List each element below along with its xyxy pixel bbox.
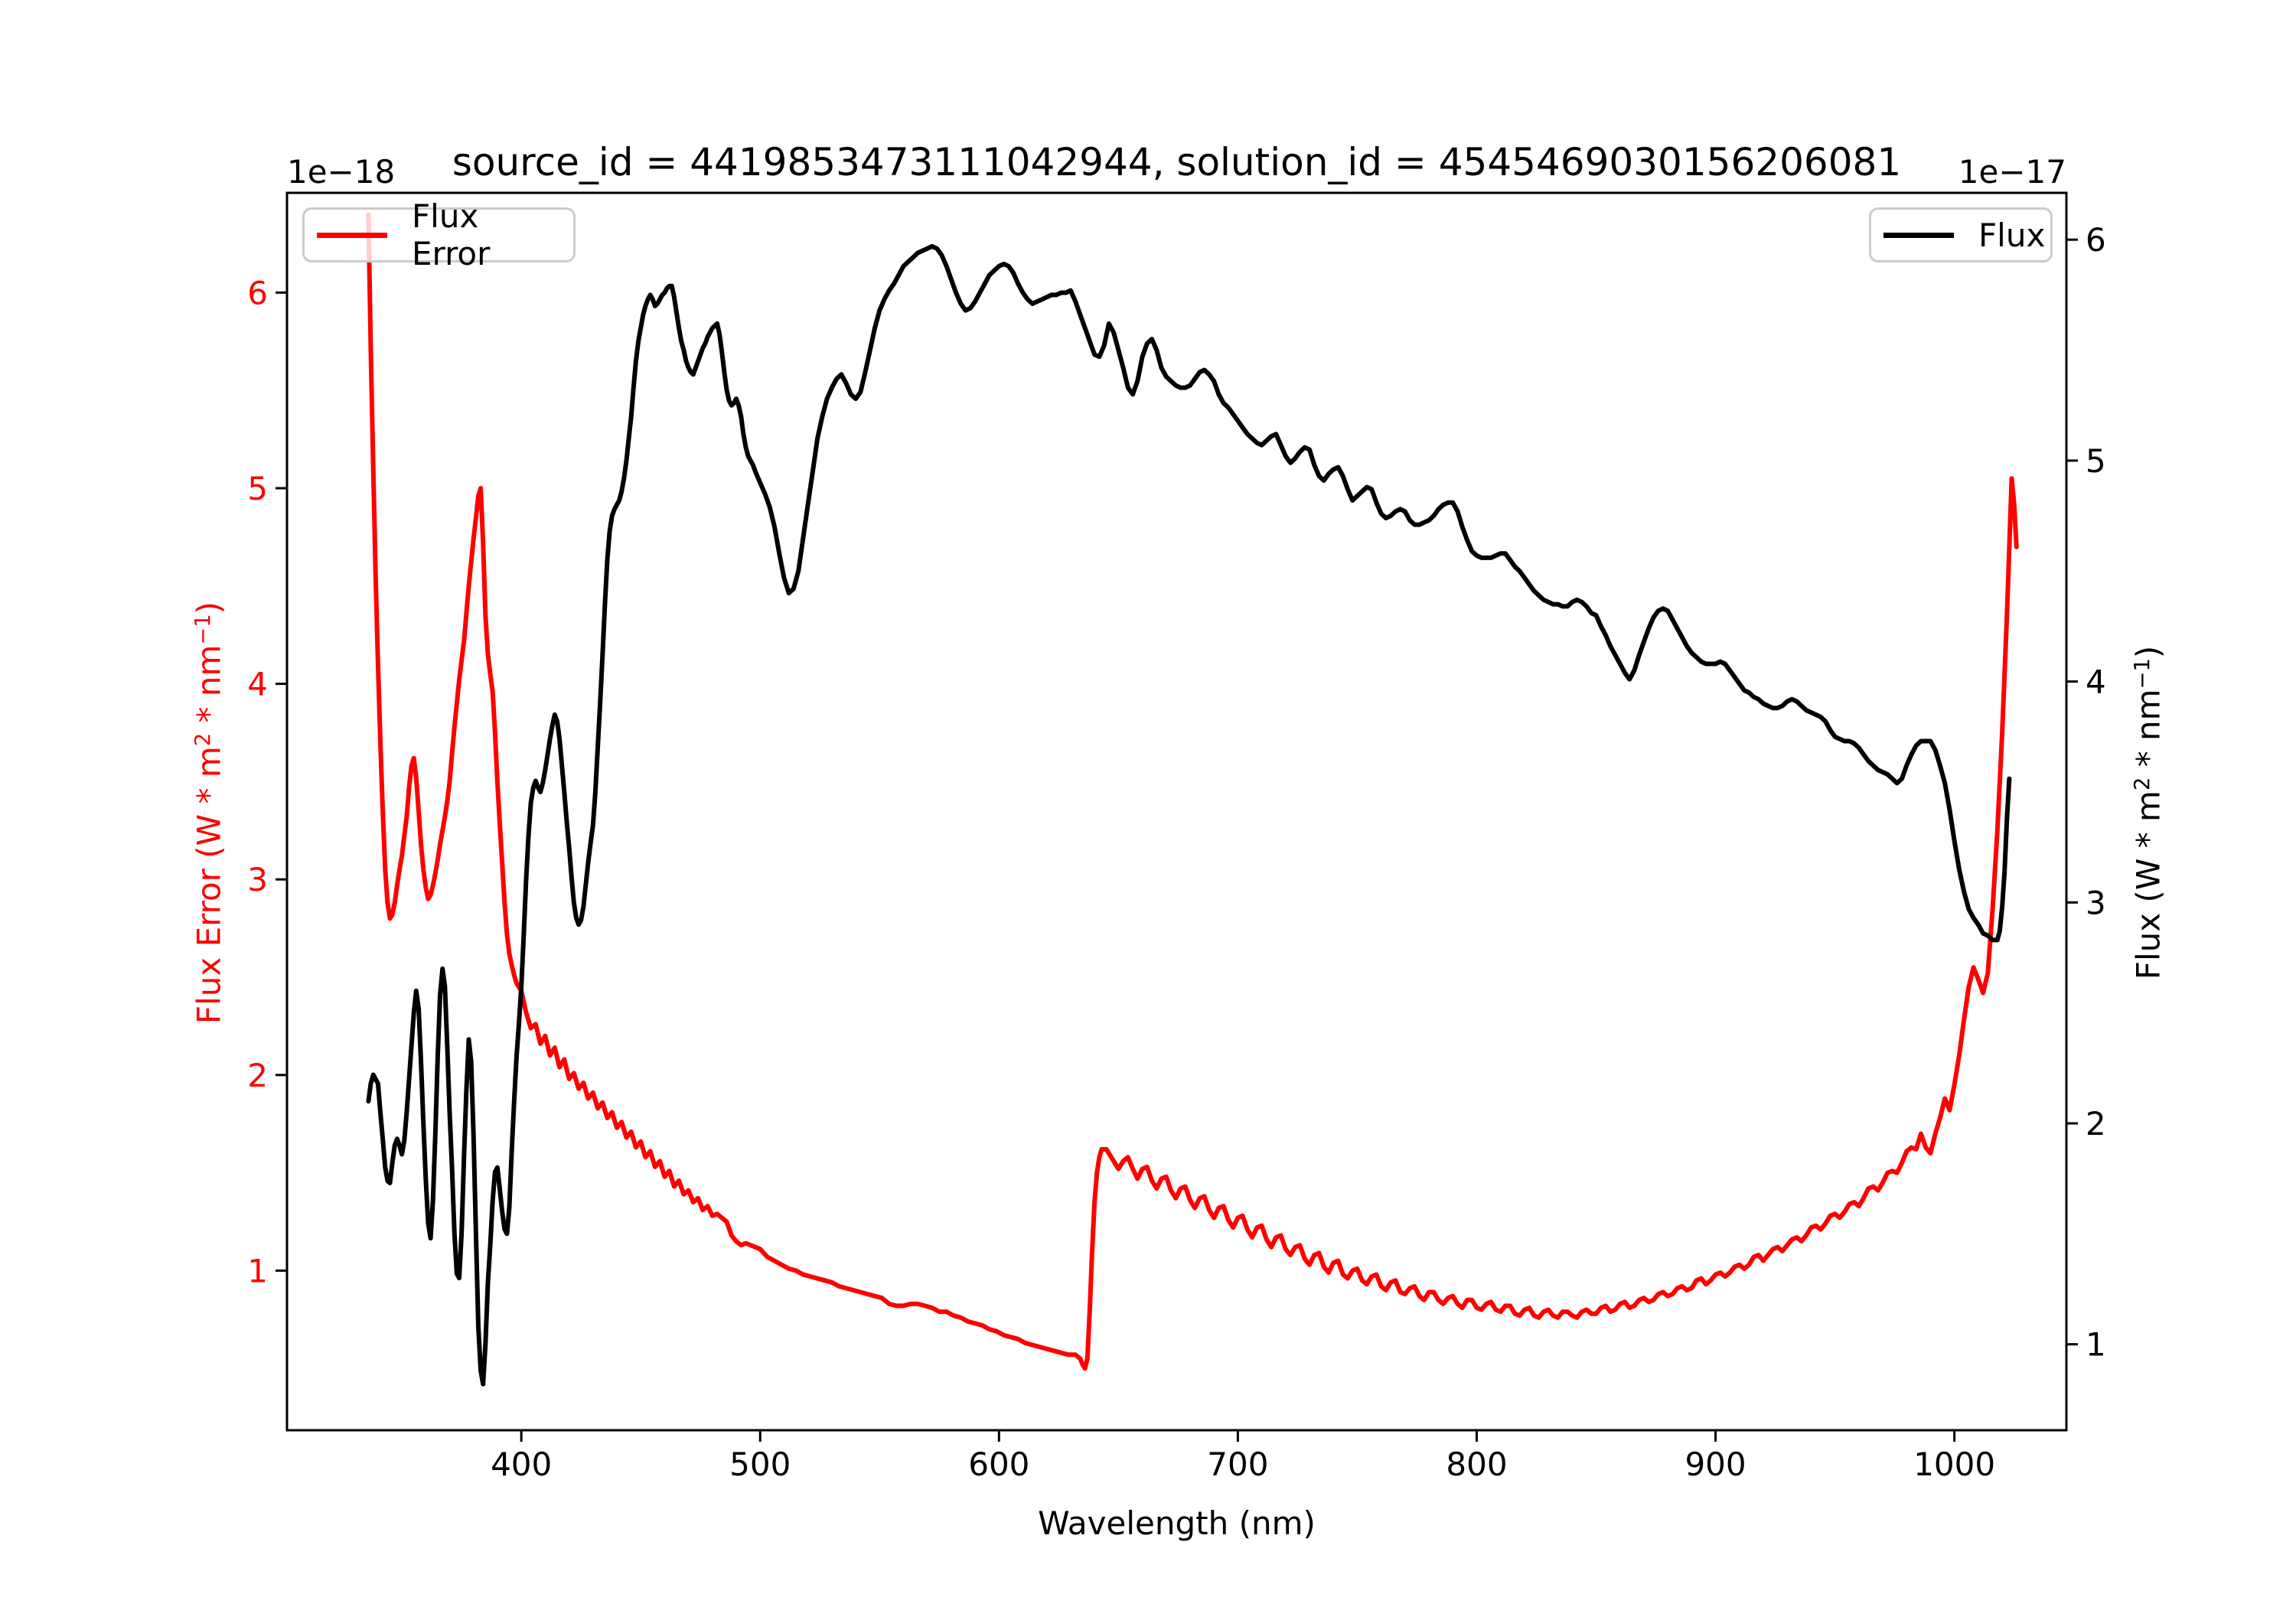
x-axis-label: Wavelength (nm) <box>1038 1504 1316 1542</box>
legend-flux: Flux <box>1869 207 2053 262</box>
ylabel-right-sup2: −1 <box>2131 658 2154 689</box>
ylabel-left-base1: Flux Error (W * m <box>190 746 228 1025</box>
plot-title: source_id = 4419853473111042944, solutio… <box>452 140 1902 184</box>
right-y-tick-label: 3 <box>2086 884 2106 921</box>
x-tick-label: 600 <box>968 1446 1029 1483</box>
right-axis-offset-text: 1e−17 <box>1958 153 2066 191</box>
ylabel-left-sup2: −1 <box>191 614 215 645</box>
left-y-tick-label: 6 <box>247 274 268 311</box>
ylabel-right-base3: ) <box>2129 645 2167 659</box>
ylabel-right-base2: * nm <box>2129 689 2167 777</box>
x-tick-label: 500 <box>729 1446 791 1483</box>
left-y-tick-label: 4 <box>247 666 268 703</box>
ylabel-right-base1: Flux (W * m <box>2129 790 2167 980</box>
flux-error-legend-line-sample <box>317 232 387 238</box>
flux-error-legend-label: Flux Error <box>412 197 491 272</box>
ylabel-right-sup1: 2 <box>2131 777 2154 791</box>
flux-legend-line-sample <box>1883 232 1954 238</box>
left-y-tick-label: 3 <box>247 861 268 898</box>
legend-flux-error: Flux Error <box>302 197 576 272</box>
right-y-tick-label: 6 <box>2086 221 2106 259</box>
x-tick-label: 1000 <box>1913 1446 1995 1483</box>
axes-spines <box>285 191 2068 1432</box>
x-tick-label: 700 <box>1207 1446 1268 1483</box>
left-y-tick-label: 5 <box>247 470 268 507</box>
left-axis-offset-text: 1e−18 <box>287 153 396 191</box>
right-y-tick-label: 4 <box>2086 663 2106 701</box>
flux-line <box>366 243 2012 1387</box>
left-y-tick-label: 2 <box>247 1057 268 1094</box>
ylabel-left-sup1: 2 <box>191 732 215 747</box>
x-tick-label: 400 <box>491 1446 552 1483</box>
flux-legend-label: Flux <box>1978 216 2046 254</box>
left-y-axis-label: Flux Error (W * m2 * nm−1) <box>184 430 228 1195</box>
right-y-tick-label: 1 <box>2086 1326 2106 1364</box>
right-y-tick-label: 5 <box>2086 442 2106 480</box>
ylabel-left-base2: * nm <box>190 644 228 733</box>
x-tick-label: 900 <box>1684 1446 1746 1483</box>
right-y-axis-label: Flux (W * m2 * nm−1) <box>2123 430 2167 1195</box>
flux-error-line <box>366 212 2019 1371</box>
left-y-tick-label: 1 <box>247 1252 268 1289</box>
right-y-tick-label: 2 <box>2086 1105 2106 1143</box>
x-tick-label: 800 <box>1446 1446 1507 1483</box>
ylabel-left-base3: ) <box>190 601 228 614</box>
